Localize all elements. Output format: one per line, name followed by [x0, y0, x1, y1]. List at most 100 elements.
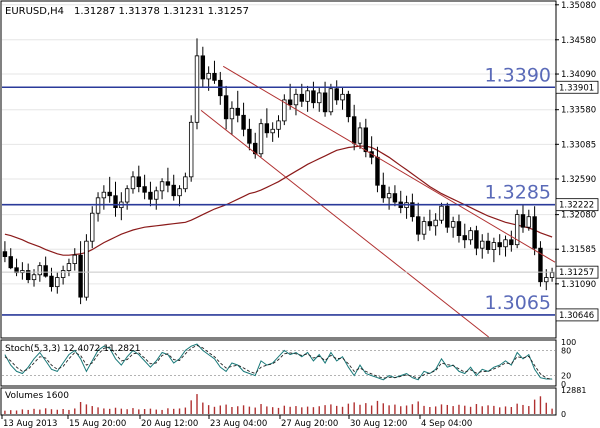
candle-body-bull — [258, 123, 264, 155]
candle[interactable] — [334, 80, 339, 105]
candle[interactable] — [276, 115, 281, 138]
candle[interactable] — [113, 181, 118, 217]
candle[interactable] — [520, 204, 526, 233]
candle-body-bear — [165, 181, 171, 186]
candle[interactable] — [445, 202, 450, 233]
candle[interactable] — [468, 227, 473, 245]
candle[interactable] — [165, 167, 171, 193]
candle-body-bull — [183, 176, 188, 190]
candle[interactable] — [258, 118, 264, 158]
candle-body-bull — [229, 107, 235, 120]
candle[interactable] — [253, 132, 258, 159]
candle[interactable] — [433, 213, 438, 236]
candle[interactable] — [130, 171, 136, 194]
candle[interactable] — [194, 38, 200, 130]
level-annotation: 1.3390 — [485, 64, 551, 86]
candle[interactable] — [450, 216, 456, 238]
time-tick-label: 23 Aug 04:00 — [210, 419, 267, 428]
price-axis: 1.35080 1.34580 1.34090 1.33580 1.33085 1.325… — [555, 1, 596, 290]
candle[interactable] — [282, 94, 287, 126]
main-panel[interactable]: 1.35080 1.34580 1.34090 1.33580 1.33085 1.325… — [0, 0, 599, 339]
candle[interactable] — [293, 88, 299, 116]
volume-tick-label: 12881 — [561, 386, 586, 395]
candle[interactable] — [410, 193, 415, 222]
level-line[interactable]: 1.3390 1.33901 — [2, 64, 599, 94]
candle[interactable] — [485, 232, 491, 254]
candle[interactable] — [538, 241, 543, 287]
candle-body-bull — [159, 181, 165, 192]
channel-line-lower — [200, 110, 489, 338]
candle[interactable] — [491, 237, 497, 263]
candle-body-bear — [43, 265, 48, 277]
candle[interactable] — [480, 234, 485, 259]
level-line[interactable]: 1.3065 1.30646 — [2, 292, 599, 322]
candle[interactable] — [241, 102, 246, 137]
candle[interactable] — [421, 216, 427, 240]
candle[interactable] — [212, 60, 217, 84]
candle[interactable] — [497, 234, 502, 256]
candle[interactable] — [55, 272, 60, 294]
candle[interactable] — [509, 230, 514, 252]
candles-layer[interactable] — [2, 38, 555, 305]
candle[interactable] — [526, 209, 532, 231]
candle[interactable] — [95, 192, 101, 222]
candle[interactable] — [532, 206, 537, 256]
candle[interactable] — [317, 87, 322, 112]
candle[interactable] — [439, 202, 444, 224]
candle[interactable] — [462, 223, 467, 249]
price-tick-label: 1.34580 — [561, 36, 596, 46]
candle[interactable] — [456, 214, 462, 243]
candle[interactable] — [357, 122, 363, 149]
candle[interactable] — [270, 122, 275, 142]
candle[interactable] — [328, 83, 334, 116]
candle[interactable] — [159, 178, 165, 200]
candle[interactable] — [66, 258, 72, 277]
volume-label: Volumes 1600 — [5, 391, 69, 401]
candle[interactable] — [392, 185, 398, 207]
candle[interactable] — [311, 81, 316, 109]
candle[interactable] — [427, 209, 433, 231]
candle[interactable] — [90, 206, 95, 249]
horizontal-levels[interactable]: 1.3390 1.33901 1.3285 1.32222 1.3065 1.30646 — [2, 64, 599, 322]
candle[interactable] — [148, 181, 153, 207]
candle[interactable] — [107, 176, 112, 203]
candle[interactable] — [474, 225, 479, 256]
candle[interactable] — [142, 174, 147, 200]
candle[interactable] — [72, 248, 77, 271]
candle[interactable] — [136, 165, 141, 193]
candle[interactable] — [8, 248, 13, 270]
candle[interactable] — [416, 202, 421, 242]
candle[interactable] — [171, 174, 176, 201]
candle[interactable] — [177, 185, 182, 207]
candle[interactable] — [200, 46, 206, 88]
candle[interactable] — [305, 85, 310, 112]
candle[interactable] — [386, 186, 392, 210]
candle[interactable] — [188, 115, 194, 182]
candle[interactable] — [154, 186, 159, 210]
candle[interactable] — [84, 234, 89, 301]
candle[interactable] — [223, 85, 229, 130]
candle[interactable] — [264, 108, 270, 138]
candle-body-bear — [299, 93, 304, 102]
price-tick-label: 1.32080 — [561, 211, 596, 221]
candle[interactable] — [340, 87, 345, 110]
volume-panel[interactable]: 12881 0 Volumes 1600 — [0, 386, 586, 419]
candle[interactable] — [25, 263, 31, 284]
price-tick-label: 1.33580 — [561, 106, 596, 116]
candle[interactable] — [381, 172, 386, 203]
candle[interactable] — [101, 185, 107, 210]
level-line[interactable]: 1.3285 1.32222 — [2, 182, 599, 212]
candle[interactable] — [247, 118, 252, 151]
candle[interactable] — [514, 209, 520, 249]
candle[interactable] — [43, 256, 48, 278]
candle[interactable] — [60, 265, 66, 285]
candle[interactable] — [346, 90, 351, 123]
candle[interactable] — [183, 172, 188, 193]
candle[interactable] — [503, 235, 508, 257]
candle[interactable] — [235, 90, 240, 123]
candle[interactable] — [2, 241, 8, 263]
candle[interactable] — [124, 185, 130, 210]
candle[interactable] — [229, 101, 235, 135]
